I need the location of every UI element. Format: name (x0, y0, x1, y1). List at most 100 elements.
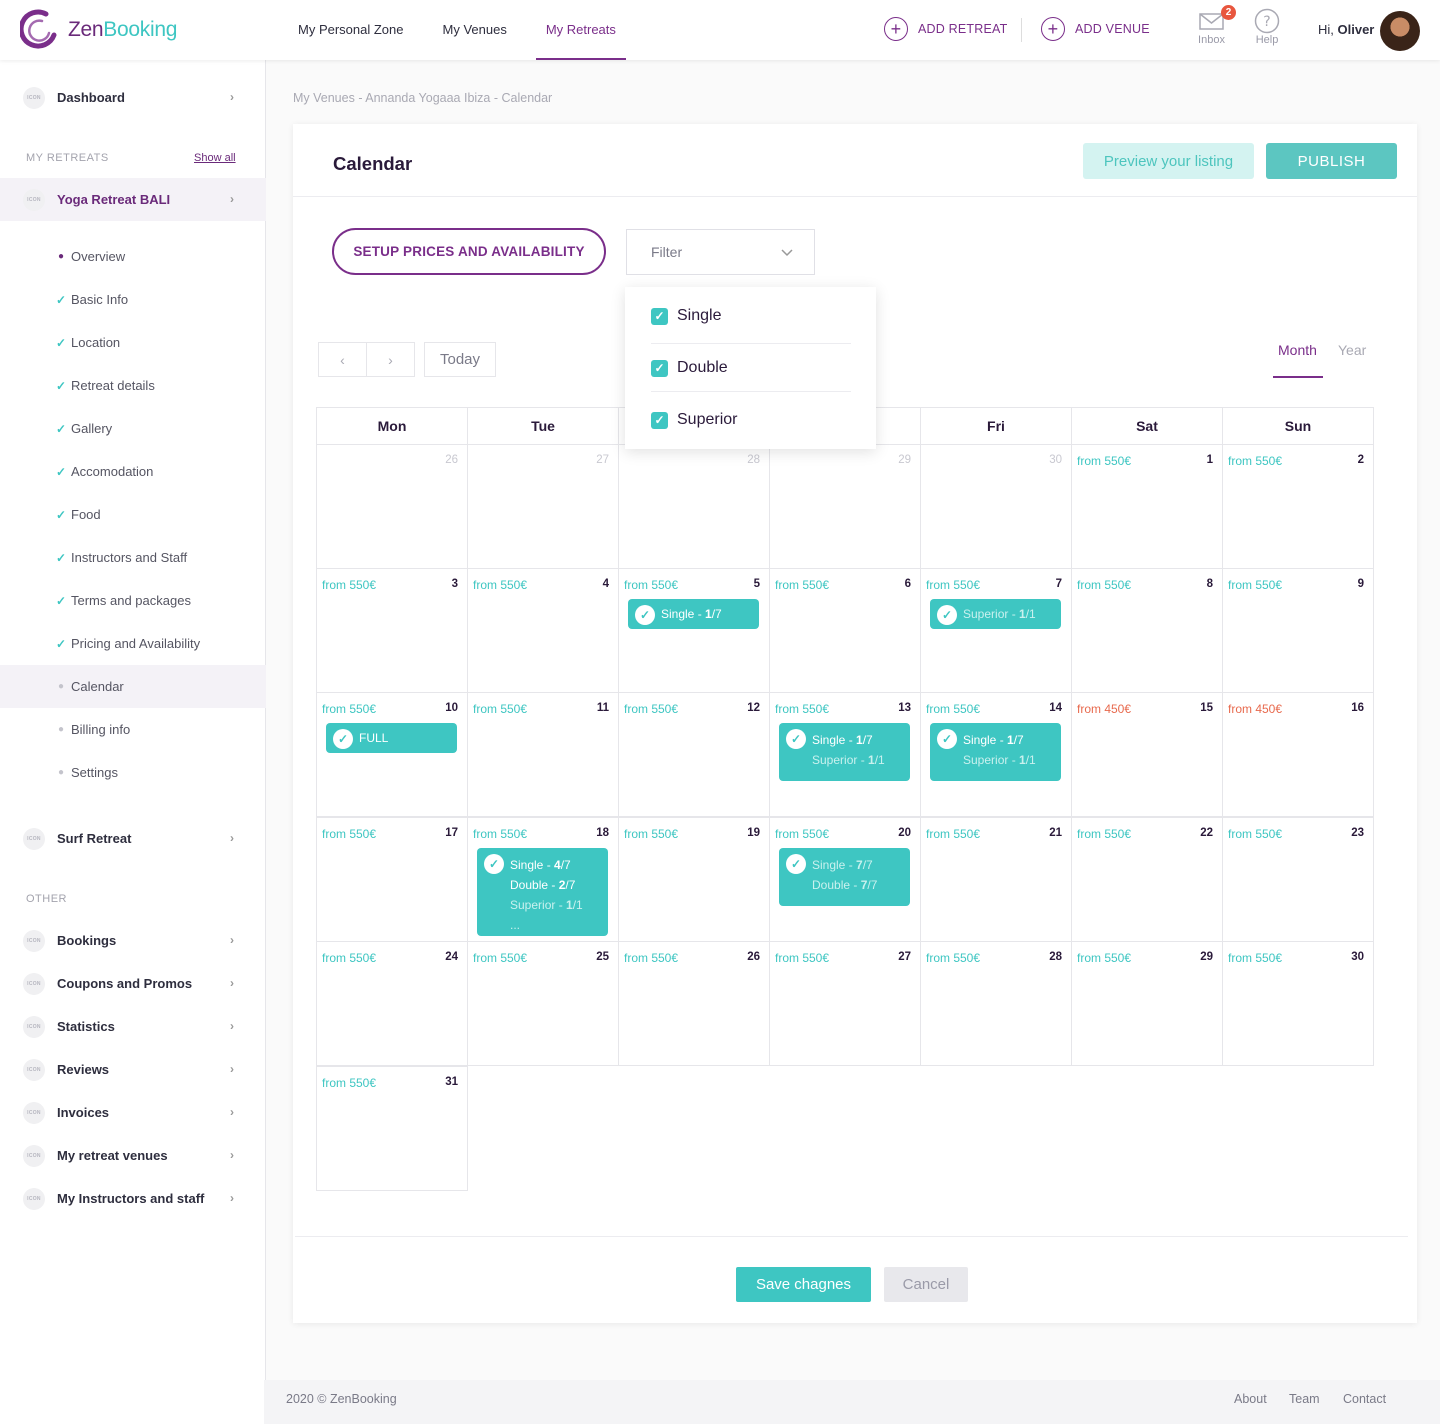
help-button[interactable]: ? Help (1252, 8, 1282, 46)
calendar-day-cell[interactable]: 17 from 550€ (316, 817, 468, 942)
calendar-day-cell[interactable]: 31 from 550€ (316, 1066, 468, 1191)
sidebar-item-instructors-staff[interactable]: ICON My Instructors and staff › (0, 1177, 266, 1220)
calendar-day-cell[interactable]: 2 from 550€ (1222, 444, 1374, 569)
calendar-day-cell[interactable]: 21 from 550€ (920, 817, 1072, 942)
cancel-button[interactable]: Cancel (884, 1267, 968, 1302)
calendar-day-cell[interactable]: 30 (920, 444, 1072, 569)
tab-month[interactable]: Month (1278, 342, 1317, 358)
sidebar-item-dashboard[interactable]: ICON Dashboard › (0, 76, 266, 119)
calendar-day-cell[interactable]: 4 from 550€ (467, 568, 619, 693)
availability-event[interactable]: ✓ Single - 1/7 Superior - 1/1 (930, 723, 1061, 781)
nav-my-personal-zone[interactable]: My Personal Zone (298, 22, 404, 37)
sidebar-sub-settings[interactable]: ● Settings (0, 751, 266, 794)
calendar-day-cell[interactable]: 3 from 550€ (316, 568, 468, 693)
footer-link-contact[interactable]: Contact (1343, 1392, 1387, 1406)
sidebar-sub-location[interactable]: ✓ Location (0, 321, 266, 364)
logo[interactable]: ZenBooking (18, 9, 177, 51)
availability-event[interactable]: ✓ Single - 7/7 Double - 7/7 (779, 848, 910, 906)
calendar-day-cell[interactable]: 6 from 550€ (769, 568, 921, 693)
footer-link-about[interactable]: About (1234, 1392, 1267, 1406)
availability-event[interactable]: ✓ Single - 1/7 Superior - 1/1 (779, 723, 910, 781)
save-changes-button[interactable]: Save chagnes (736, 1267, 871, 1302)
checkbox-checked-icon[interactable]: ✓ (651, 307, 668, 325)
calendar-day-cell[interactable]: 15 from 450€ (1071, 692, 1223, 817)
inbox-button[interactable]: 2 Inbox (1195, 5, 1236, 46)
calendar-day-cell[interactable]: 27 (467, 444, 619, 569)
sidebar-sub-terms[interactable]: ✓ Terms and packages (0, 579, 266, 622)
filter-option-superior[interactable]: ✓ Superior (651, 406, 851, 434)
nav-my-retreats[interactable]: My Retreats (535, 0, 626, 60)
sidebar-sub-overview[interactable]: ● Overview (0, 235, 266, 278)
chevron-right-icon: › (230, 1062, 234, 1076)
checkbox-checked-icon[interactable]: ✓ (651, 359, 668, 377)
today-button[interactable]: Today (424, 342, 496, 377)
calendar-day-cell[interactable]: 18 from 550€ ✓ Single - 4/7 Double - 2/7 Supe… (467, 817, 619, 942)
calendar-day-cell[interactable]: 20 from 550€ ✓ Single - 7/7 Double - 7/7 (769, 817, 921, 942)
sidebar-sub-basic-info[interactable]: ✓ Basic Info (0, 278, 266, 321)
calendar-day-cell[interactable]: 28 (618, 444, 770, 569)
calendar-day-cell[interactable]: 24 from 550€ (316, 941, 468, 1066)
add-retreat-button[interactable]: + ADD RETREAT (884, 17, 1007, 41)
availability-event[interactable]: ✓ Single - 4/7 Double - 2/7 Superior - 1/1.… (477, 848, 608, 936)
filter-select[interactable]: Filter (626, 229, 815, 275)
sidebar-item-retreat-venues[interactable]: ICON My retreat venues › (0, 1134, 266, 1177)
sidebar-sub-instructors[interactable]: ✓ Instructors and Staff (0, 536, 266, 579)
nav-my-venues[interactable]: My Venues (442, 22, 507, 37)
calendar-day-cell[interactable]: 13 from 550€ ✓ Single - 1/7 Superior - 1/1 (769, 692, 921, 817)
sidebar-sub-retreat-details[interactable]: ✓ Retreat details (0, 364, 266, 407)
add-venue-button[interactable]: + ADD VENUE (1041, 17, 1150, 41)
availability-event[interactable]: ✓ FULL (326, 723, 457, 753)
footer-link-team[interactable]: Team (1289, 1392, 1320, 1406)
prev-month-button[interactable]: ‹ (319, 343, 367, 376)
tab-year[interactable]: Year (1338, 342, 1367, 358)
calendar-day-cell[interactable]: 11 from 550€ (467, 692, 619, 817)
sidebar-sub-calendar[interactable]: ● Calendar (0, 665, 266, 708)
calendar-day-cell[interactable]: 22 from 550€ (1071, 817, 1223, 942)
calendar-day-cell[interactable]: 26 from 550€ (618, 941, 770, 1066)
sidebar-item-invoices[interactable]: ICON Invoices › (0, 1091, 266, 1134)
sidebar-item-surf-retreat[interactable]: ICON Surf Retreat › (0, 817, 266, 860)
checkbox-checked-icon[interactable]: ✓ (651, 411, 668, 429)
sidebar-sub-billing[interactable]: ● Billing info (0, 708, 266, 751)
calendar-day-cell[interactable]: 26 (316, 444, 468, 569)
filter-option-single[interactable]: ✓ Single (651, 302, 851, 330)
calendar-day-cell[interactable]: 27 from 550€ (769, 941, 921, 1066)
calendar-day-cell[interactable]: 29 from 550€ (1071, 941, 1223, 1066)
availability-event[interactable]: ✓ Superior - 1/1 (930, 599, 1061, 629)
avatar[interactable] (1380, 11, 1420, 51)
calendar-day-cell[interactable]: 10 from 550€ ✓ FULL (316, 692, 468, 817)
sidebar-sub-gallery[interactable]: ✓ Gallery (0, 407, 266, 450)
sub-label: Terms and packages (71, 593, 191, 608)
calendar-day-cell[interactable]: 19 from 550€ (618, 817, 770, 942)
next-month-button[interactable]: › (388, 351, 393, 368)
preview-listing-button[interactable]: Preview your listing (1083, 143, 1254, 179)
calendar-day-cell[interactable]: 16 from 450€ (1222, 692, 1374, 817)
sidebar-item-yoga-retreat[interactable]: ICON Yoga Retreat BALI › (0, 178, 266, 221)
calendar-day-cell[interactable]: 9 from 550€ (1222, 568, 1374, 693)
day-price: from 550€ (322, 702, 377, 716)
calendar-day-cell[interactable]: 28 from 550€ (920, 941, 1072, 1066)
show-all-link[interactable]: Show all (194, 152, 236, 164)
sidebar-item-statistics[interactable]: ICON Statistics › (0, 1005, 266, 1048)
sidebar-item-coupons[interactable]: ICON Coupons and Promos › (0, 962, 266, 1005)
filter-option-double[interactable]: ✓ Double (651, 354, 851, 382)
sidebar-sub-pricing[interactable]: ✓ Pricing and Availability (0, 622, 266, 665)
day-price: from 550€ (322, 827, 377, 841)
calendar-day-cell[interactable]: 7 from 550€ ✓ Superior - 1/1 (920, 568, 1072, 693)
sidebar-sub-food[interactable]: ✓ Food (0, 493, 266, 536)
calendar-day-cell[interactable]: 25 from 550€ (467, 941, 619, 1066)
publish-button[interactable]: PUBLISH (1266, 143, 1397, 179)
sidebar-item-reviews[interactable]: ICON Reviews › (0, 1048, 266, 1091)
calendar-day-cell[interactable]: 23 from 550€ (1222, 817, 1374, 942)
sidebar-item-bookings[interactable]: ICON Bookings › (0, 919, 266, 962)
setup-prices-button[interactable]: SETUP PRICES AND AVAILABILITY (332, 228, 606, 275)
calendar-day-cell[interactable]: 30 from 550€ (1222, 941, 1374, 1066)
calendar-day-cell[interactable]: 29 (769, 444, 921, 569)
calendar-day-cell[interactable]: 12 from 550€ (618, 692, 770, 817)
calendar-day-cell[interactable]: 8 from 550€ (1071, 568, 1223, 693)
calendar-day-cell[interactable]: 1 from 550€ (1071, 444, 1223, 569)
calendar-day-cell[interactable]: 5 from 550€ ✓ Single - 1/7 (618, 568, 770, 693)
availability-event[interactable]: ✓ Single - 1/7 (628, 599, 759, 629)
sidebar-sub-accomodation[interactable]: ✓ Accomodation (0, 450, 266, 493)
calendar-day-cell[interactable]: 14 from 550€ ✓ Single - 1/7 Superior - 1/1 (920, 692, 1072, 817)
